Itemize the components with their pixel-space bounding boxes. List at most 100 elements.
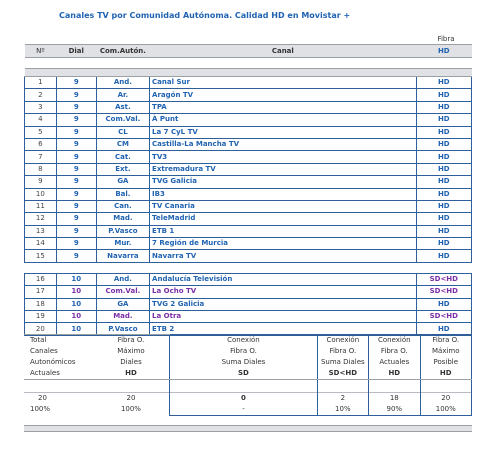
row-dial: 9 <box>55 75 97 90</box>
row-num: 3 <box>24 101 57 115</box>
row-dial: 9 <box>55 113 97 127</box>
summary-value-maximo: 20 <box>92 392 170 404</box>
summary-posible-text: Posible <box>419 357 473 368</box>
table-row: 14 9 Mur. 7 Región de Murcia HD <box>24 237 473 251</box>
row-num: 2 <box>24 88 57 102</box>
row-dial: 9 <box>55 175 97 189</box>
row-num: 1 <box>24 75 57 90</box>
row-channel-name: La Ocho TV <box>149 285 417 299</box>
row-num: 16 <box>24 272 57 287</box>
row-fibra-quality: HD <box>415 175 473 189</box>
summary-conexion-hd-label: Conexión <box>368 334 421 346</box>
row-num: 13 <box>24 225 57 239</box>
row-channel-name: TVG 2 Galicia <box>149 298 417 312</box>
row-dial: 9 <box>55 163 97 177</box>
summary-actuales-text: Actuales <box>368 357 421 368</box>
header-canal: Canal <box>149 44 417 58</box>
header-fibra: HD <box>416 44 472 58</box>
row-channel-name: 7 Región de Murcia <box>149 237 417 251</box>
row-channel-name: La 7 CyL TV <box>149 126 417 139</box>
row-channel-name: TPA <box>149 101 417 115</box>
row-channel-name: Canal Sur <box>149 75 417 90</box>
row-com: Ar. <box>95 88 150 102</box>
row-channel-name: Aragón TV <box>149 88 417 102</box>
row-dial: 10 <box>55 285 97 299</box>
row-fibra-quality: SD<HD <box>415 285 473 299</box>
summary-value-total: 20 <box>24 392 93 404</box>
table-row: 11 9 Can. TV Canaria HD <box>24 200 473 214</box>
row-dial: 10 <box>55 310 97 324</box>
summary-pct-sdhd: 10% <box>316 404 370 416</box>
row-com: Bal. <box>95 188 150 201</box>
row-num: 10 <box>24 188 57 201</box>
row-num: 7 <box>24 150 57 164</box>
table-header: Nº Dial Com.Autón. Canal HD <box>24 44 472 58</box>
table-row: 15 9 Navarra Navarra TV HD <box>24 249 473 263</box>
table-row: 8 9 Ext. Extremadura TV HD <box>24 163 473 177</box>
row-channel-name: IB3 <box>149 188 417 201</box>
summary-suma-diales-text: Suma Diales <box>316 357 370 368</box>
row-com: And. <box>95 75 150 90</box>
header-com: Com.Autón. <box>96 44 150 58</box>
row-channel-name: La Otra <box>149 310 417 324</box>
row-num: 18 <box>24 298 57 312</box>
spacer-row <box>24 262 472 274</box>
row-dial: 9 <box>55 138 97 152</box>
row-fibra-quality: HD <box>415 163 473 177</box>
row-dial: 10 <box>55 272 97 287</box>
row-fibra-quality: SD<HD <box>415 310 473 324</box>
row-num: 19 <box>24 310 57 324</box>
summary-fibra-text: Fibra O. <box>169 346 318 357</box>
row-channel-name: TV Canaria <box>149 200 417 214</box>
row-com: GA <box>95 175 150 189</box>
summary-sd-badge: SD <box>169 368 318 380</box>
row-fibra-quality: HD <box>415 237 473 251</box>
summary-maximo-text: Máximo <box>419 346 473 357</box>
table-row: 7 9 Cat. TV3 HD <box>24 150 473 164</box>
table-row: 9 9 GA TVG Galicia HD <box>24 175 473 189</box>
table-row: 4 9 Com.Val. À Punt HD <box>24 113 473 127</box>
row-com: GA <box>95 298 150 312</box>
summary-actuales-label: Actuales <box>24 368 93 380</box>
summary-value-hd: 18 <box>368 392 421 404</box>
table-row: 1 9 And. Canal Sur HD <box>24 75 473 90</box>
row-channel-name: Andalucía Televisión <box>149 272 417 287</box>
row-num: 9 <box>24 175 57 189</box>
summary-pct-hd: 90% <box>368 404 421 416</box>
summary-value-sdhd: 2 <box>316 392 370 404</box>
summary-conexion-sdhd-label: Conexión <box>316 334 370 346</box>
spacer-row <box>24 57 472 69</box>
row-com: Com.Val. <box>95 285 150 299</box>
row-channel-name: Castilla-La Mancha TV <box>149 138 417 152</box>
row-dial: 9 <box>55 200 97 214</box>
row-fibra-quality: SD<HD <box>415 272 473 287</box>
table-row: 18 10 GA TVG 2 Galicia HD <box>24 298 473 312</box>
summary-canales-label: Canales <box>30 347 58 355</box>
row-num: 11 <box>24 200 57 214</box>
summary-hd-badge: HD <box>92 368 170 380</box>
summary-sdhd-badge: SD<HD <box>316 368 370 380</box>
table-row: 16 10 And. Andalucía Televisión SD<HD <box>24 272 473 287</box>
summary-fibra-text: Fibra O. <box>368 346 421 357</box>
row-com: P.Vasco <box>95 225 150 239</box>
table-row: 13 9 P.Vasco ETB 1 HD <box>24 225 473 239</box>
row-num: 15 <box>24 249 57 263</box>
row-com: Navarra <box>95 249 150 263</box>
row-channel-name: TVG Galicia <box>149 175 417 189</box>
row-fibra-quality: HD <box>415 212 473 226</box>
table-row: 10 9 Bal. IB3 HD <box>24 188 473 201</box>
summary-autonomicos-label: Autonómicos <box>30 358 76 366</box>
row-com: Mur. <box>95 237 150 251</box>
row-dial: 9 <box>55 126 97 139</box>
row-fibra-quality: HD <box>415 75 473 90</box>
header-num: Nº <box>24 44 57 58</box>
row-com: Ast. <box>95 101 150 115</box>
row-com: CL <box>95 126 150 139</box>
summary-total-label: Total <box>24 334 93 346</box>
separator-row <box>24 68 472 77</box>
row-num: 6 <box>24 138 57 152</box>
row-com: Mad. <box>95 310 150 324</box>
row-com: Mad. <box>95 212 150 226</box>
table-row: 2 9 Ar. Aragón TV HD <box>24 88 473 102</box>
row-channel-name: À Punt <box>149 113 417 127</box>
